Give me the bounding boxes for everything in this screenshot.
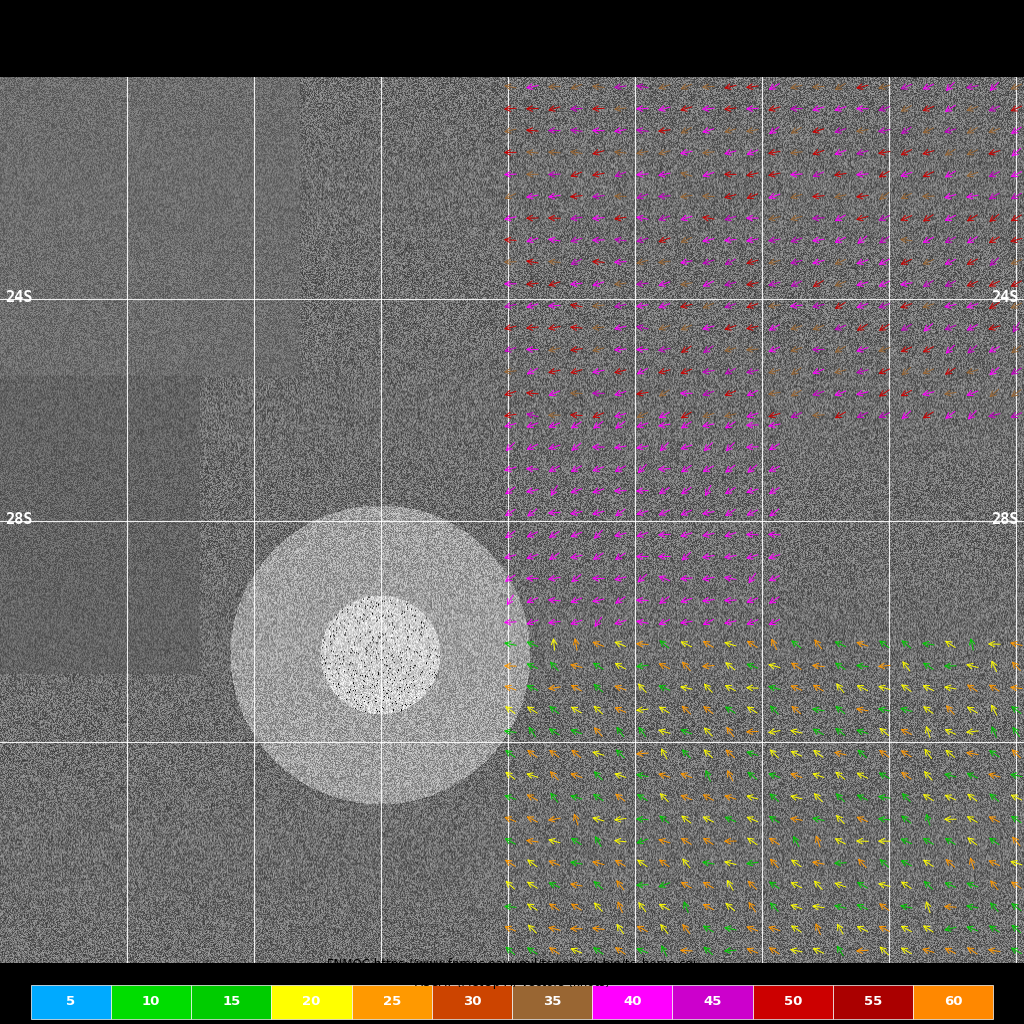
FancyBboxPatch shape	[191, 985, 271, 1019]
FancyBboxPatch shape	[833, 985, 913, 1019]
FancyBboxPatch shape	[913, 985, 993, 1019]
Text: 28S: 28S	[990, 512, 1018, 527]
Text: 10: 10	[142, 995, 160, 1009]
Text: 55: 55	[864, 995, 882, 1009]
Text: 02/22/19  1050Z   HIMAWARI-8 IR: 02/22/19 1050Z HIMAWARI-8 IR	[9, 62, 281, 78]
Text: ASCAT (MetOp-A) Vectors (knots): ASCAT (MetOp-A) Vectors (knots)	[395, 970, 629, 983]
Text: 15: 15	[222, 995, 241, 1009]
Text: 02/22/19  1200Z   15P OMA 994mb 35kts: 02/22/19 1200Z 15P OMA 994mb 35kts	[9, 13, 333, 29]
Text: 02/22/19  1100Z   ASCAT MetOp-A 25km: 02/22/19 1100Z ASCAT MetOp-A 25km	[9, 38, 325, 53]
Text: FNMOC https://www.fnmoc.navy.mil/tcweb/cgi-bin/tc_home.cgi: FNMOC https://www.fnmoc.navy.mil/tcweb/c…	[295, 965, 729, 978]
FancyBboxPatch shape	[271, 985, 351, 1019]
Text: 25: 25	[383, 995, 400, 1009]
Text: ASCAT (MetOp-A) Vectors (knots): ASCAT (MetOp-A) Vectors (knots)	[415, 977, 609, 989]
FancyBboxPatch shape	[432, 985, 512, 1019]
Text: 50: 50	[783, 995, 802, 1009]
FancyBboxPatch shape	[351, 985, 432, 1019]
Text: 60: 60	[944, 995, 963, 1009]
FancyBboxPatch shape	[111, 985, 191, 1019]
Text: 5: 5	[67, 995, 76, 1009]
Text: 24S: 24S	[5, 290, 33, 305]
Text: 40: 40	[623, 995, 642, 1009]
FancyBboxPatch shape	[592, 985, 673, 1019]
FancyBboxPatch shape	[673, 985, 753, 1019]
FancyBboxPatch shape	[753, 985, 833, 1019]
FancyBboxPatch shape	[512, 985, 592, 1019]
FancyBboxPatch shape	[31, 985, 111, 1019]
Text: 24S: 24S	[990, 290, 1018, 305]
Text: 45: 45	[703, 995, 722, 1009]
Text: 35: 35	[543, 995, 561, 1009]
Text: 28S: 28S	[5, 512, 33, 527]
Text: 20: 20	[302, 995, 321, 1009]
Text: 30: 30	[463, 995, 481, 1009]
Text: FNMOC https://www.fnmoc.navy.mil/tcweb/cgi-bin/tc_home.cgi: FNMOC https://www.fnmoc.navy.mil/tcweb/c…	[328, 958, 696, 972]
